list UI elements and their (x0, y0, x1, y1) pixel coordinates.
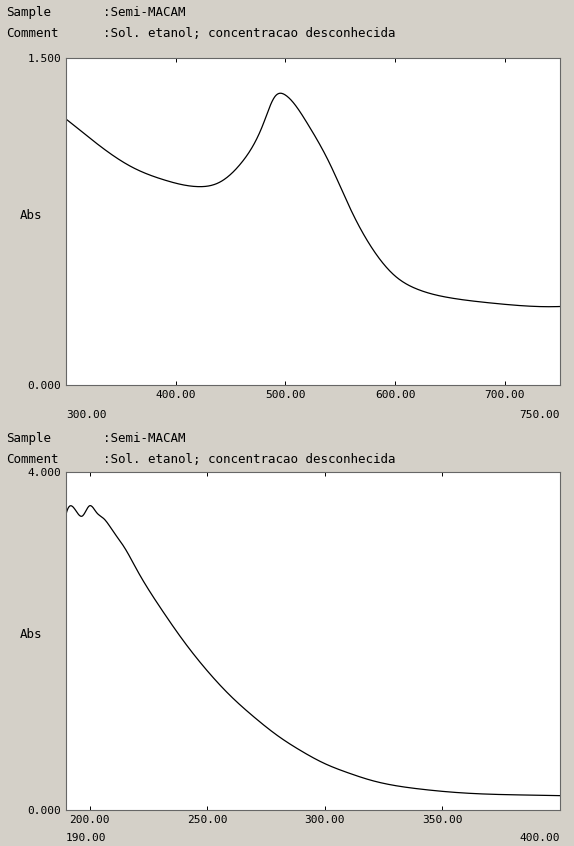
Text: Comment: Comment (6, 453, 58, 466)
Text: :Semi-MACAM: :Semi-MACAM (103, 432, 186, 445)
Text: :Sol. etanol; concentracao desconhecida: :Sol. etanol; concentracao desconhecida (103, 453, 396, 466)
Text: Comment: Comment (6, 27, 58, 40)
Y-axis label: Abs: Abs (20, 208, 42, 222)
Text: :Semi-MACAM: :Semi-MACAM (103, 6, 186, 19)
Text: nm: nm (561, 833, 574, 843)
Text: 190.00: 190.00 (66, 833, 107, 843)
Text: 300.00: 300.00 (66, 410, 107, 420)
Text: Sample: Sample (6, 432, 51, 445)
Text: Sample: Sample (6, 6, 51, 19)
Text: :Sol. etanol; concentracao desconhecida: :Sol. etanol; concentracao desconhecida (103, 27, 396, 40)
Text: 400.00: 400.00 (519, 833, 560, 843)
Text: nm: nm (561, 410, 574, 420)
Text: 750.00: 750.00 (519, 410, 560, 420)
Y-axis label: Abs: Abs (20, 628, 42, 641)
